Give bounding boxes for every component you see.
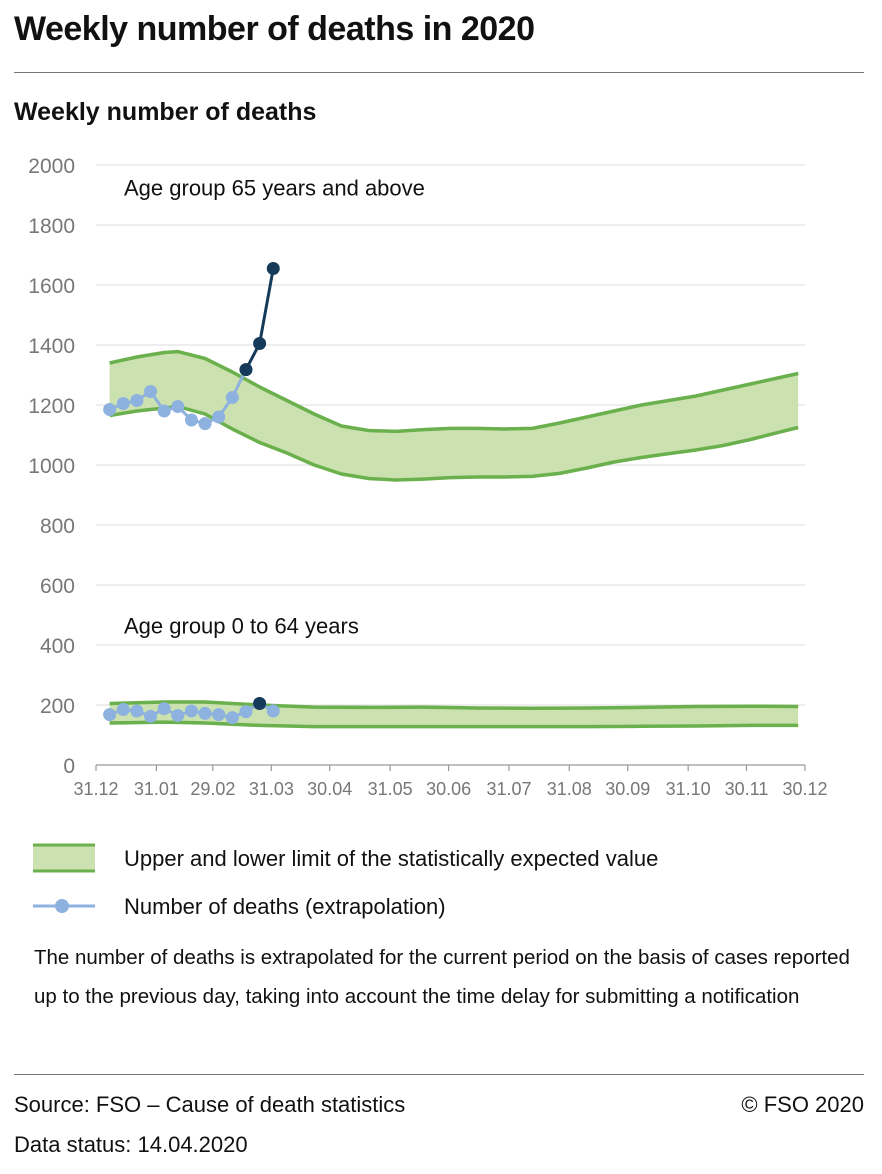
chart-note: The number of deaths is extrapolated for… — [34, 946, 850, 1008]
age-group-label: Age group 65 years and above — [124, 176, 425, 201]
deaths-point — [266, 704, 280, 718]
x-tick-label: 29.02 — [190, 779, 235, 799]
legend-item-deaths — [32, 888, 96, 924]
deaths-point — [157, 702, 171, 716]
x-tick-label: 30.04 — [307, 779, 352, 799]
data-status-text: Data status: 14.04.2020 — [14, 1132, 248, 1157]
y-tick-label: 1800 — [28, 215, 75, 238]
deaths-point — [157, 404, 171, 418]
y-tick-label: 600 — [40, 575, 75, 598]
copyright-text: © FSO 2020 — [741, 1092, 864, 1117]
y-tick-label: 0 — [63, 755, 75, 778]
deaths-point — [130, 394, 144, 407]
y-tick-label: 2000 — [28, 155, 75, 178]
x-tick-label: 31.05 — [368, 779, 413, 799]
deaths-point — [171, 709, 185, 722]
y-tick-label: 800 — [40, 515, 75, 538]
deaths-point — [198, 417, 212, 431]
x-tick-label: 30.12 — [782, 779, 827, 799]
deaths-point — [116, 703, 130, 716]
deaths-point — [184, 704, 198, 718]
title-divider — [14, 72, 864, 73]
y-tick-label: 1600 — [28, 275, 75, 298]
legend-band-swatch — [33, 843, 95, 873]
deaths-point — [171, 400, 185, 413]
footer-divider — [14, 1074, 864, 1075]
deaths-point — [130, 704, 144, 718]
x-tick-label: 30.11 — [725, 779, 769, 799]
age-group-label: Age group 0 to 64 years — [124, 614, 359, 639]
legend-item-band — [32, 840, 96, 876]
x-tick-label: 31.10 — [666, 779, 711, 799]
deaths-point — [144, 385, 158, 398]
x-tick-label: 31.01 — [134, 779, 179, 799]
deaths-point — [239, 705, 253, 719]
page-title: Weekly number of deaths in 2020 — [14, 10, 535, 48]
x-tick-label: 30.09 — [605, 779, 650, 799]
y-tick-label: 1000 — [28, 455, 75, 478]
recent-deaths-point — [239, 363, 253, 377]
deaths-point — [184, 413, 198, 427]
recent-deaths-line — [244, 268, 275, 371]
recent-deaths-point — [253, 697, 267, 710]
y-tick-label: 200 — [40, 695, 75, 718]
deaths-point — [116, 397, 130, 410]
x-tick-label: 31.07 — [486, 779, 531, 799]
legend-band-label: Upper and lower limit of the statistical… — [124, 846, 659, 871]
recent-deaths-point — [253, 337, 267, 350]
legend-line-label: Number of deaths (extrapolation) — [124, 894, 446, 919]
x-tick-label: 31.03 — [249, 779, 294, 799]
deaths-point — [198, 706, 212, 720]
recent-deaths-point — [266, 262, 280, 275]
band-lower-line — [109, 720, 799, 729]
deaths-point — [144, 709, 158, 723]
x-tick-label: 30.06 — [426, 779, 471, 799]
y-tick-label: 1400 — [28, 335, 75, 358]
deaths-point — [103, 403, 117, 416]
chart-title: Weekly number of deaths — [14, 98, 317, 126]
weekly-deaths-chart: 0 200 400 600 800 1000 1200 1400 1600 1800 2000 31.… — [28, 155, 827, 799]
x-tick-label: 31.08 — [547, 779, 592, 799]
deaths-point — [212, 708, 226, 722]
deaths-point — [212, 410, 226, 424]
band-upper-line — [109, 700, 799, 711]
band-upper-line — [109, 349, 799, 434]
deaths-point — [225, 391, 239, 404]
x-tick-label: 31.12 — [73, 779, 118, 799]
expected-range-band — [109, 351, 799, 480]
y-tick-label: 400 — [40, 635, 75, 658]
legend-line-swatch — [33, 899, 95, 913]
y-tick-label: 1200 — [28, 395, 75, 418]
deaths-point — [225, 711, 239, 725]
deaths-point — [103, 708, 117, 722]
source-text: Source: FSO – Cause of death statistics — [14, 1092, 406, 1117]
